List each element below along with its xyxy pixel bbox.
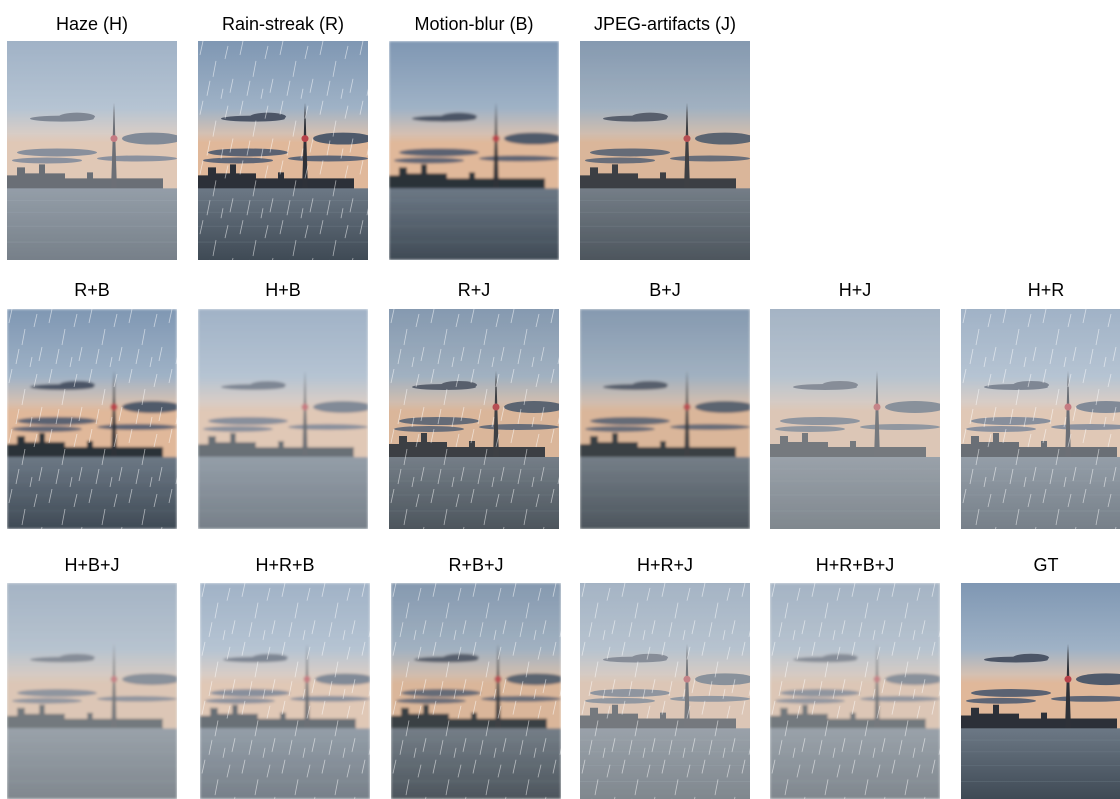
panel-image bbox=[961, 583, 1120, 799]
panel-label: H+B bbox=[183, 280, 383, 301]
panel-image bbox=[770, 309, 940, 529]
panel-label: Haze (H) bbox=[0, 14, 192, 35]
panel-image bbox=[580, 309, 750, 529]
panel-image bbox=[391, 583, 561, 799]
panel-label: GT bbox=[946, 555, 1120, 576]
panel-image bbox=[770, 583, 940, 799]
panel-image bbox=[389, 309, 559, 529]
panel-image bbox=[7, 583, 177, 799]
panel-label: B+J bbox=[565, 280, 765, 301]
panel-image bbox=[198, 309, 368, 529]
figure: (() => { const data = JSON.parse(documen… bbox=[0, 0, 1120, 799]
panel-image bbox=[7, 309, 177, 529]
panel-image bbox=[580, 583, 750, 799]
panel-label: R+B bbox=[0, 280, 192, 301]
panel-label: H+J bbox=[755, 280, 955, 301]
panel-label: H+R bbox=[946, 280, 1120, 301]
panel-label: H+R+B bbox=[185, 555, 385, 576]
panel-label: H+R+B+J bbox=[755, 555, 955, 576]
panel-image bbox=[7, 41, 177, 260]
panel-label: H+R+J bbox=[565, 555, 765, 576]
panel-label: JPEG-artifacts (J) bbox=[565, 14, 765, 35]
panel-label: R+B+J bbox=[376, 555, 576, 576]
panel-label: H+B+J bbox=[0, 555, 192, 576]
panel-label: Rain-streak (R) bbox=[183, 14, 383, 35]
panel-image bbox=[200, 583, 370, 799]
panel-image bbox=[198, 41, 368, 260]
panel-label: Motion-blur (B) bbox=[374, 14, 574, 35]
panel-image bbox=[389, 41, 559, 260]
panel-image bbox=[580, 41, 750, 260]
panel-image bbox=[961, 309, 1120, 529]
panel-label: R+J bbox=[374, 280, 574, 301]
